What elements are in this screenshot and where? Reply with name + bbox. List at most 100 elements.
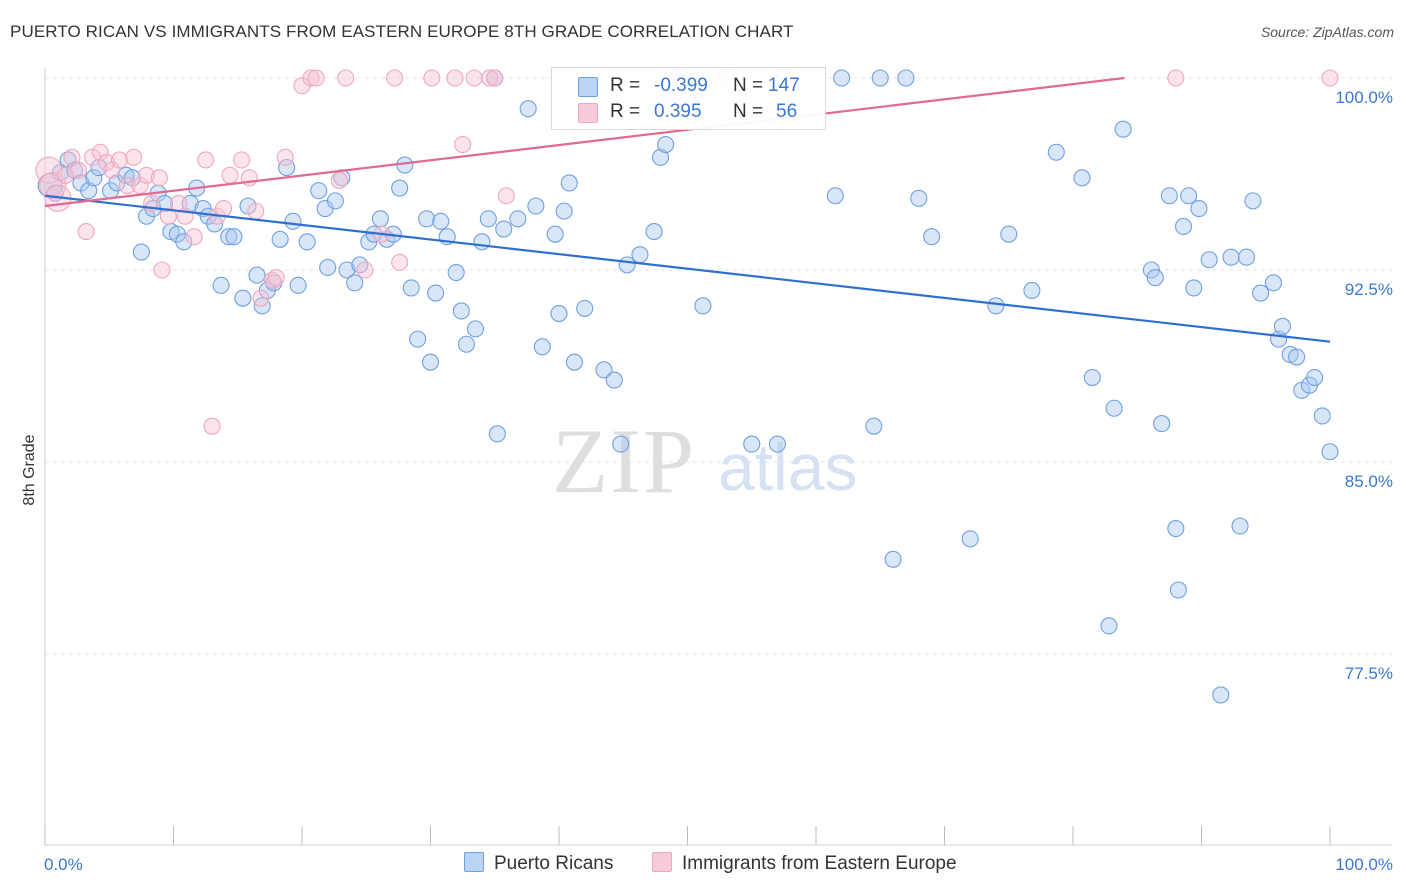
data-point (657, 136, 675, 154)
data-point (743, 435, 761, 453)
legend-r-label: R = (610, 101, 641, 122)
data-point (346, 274, 364, 292)
data-point (1273, 317, 1292, 335)
data-point (203, 417, 221, 435)
legend-r-value: 0.395 (654, 101, 702, 122)
legend-swatch-blue (578, 77, 598, 97)
series-puerto-ricans (37, 69, 1339, 704)
series-eastern-europe (35, 69, 1339, 435)
legend-n-label: N = (733, 75, 764, 96)
data-point (385, 69, 404, 87)
data-point (225, 228, 243, 246)
data-point (1190, 200, 1208, 218)
data-point (85, 169, 103, 187)
data-point (298, 233, 316, 251)
data-point (465, 69, 483, 87)
data-point (479, 210, 497, 228)
data-point (284, 212, 302, 230)
data-point (80, 182, 98, 200)
data-point (423, 69, 441, 87)
data-point (509, 210, 527, 228)
data-point (1237, 248, 1256, 266)
data-point (1212, 686, 1230, 704)
data-point (452, 302, 470, 320)
data-point (1174, 217, 1193, 236)
data-point (215, 200, 233, 218)
data-point (1105, 399, 1123, 417)
data-point (427, 284, 445, 302)
bottom-legend-eastern-europe: Immigrants from Eastern Europe (652, 852, 957, 875)
data-point (618, 256, 636, 274)
data-point (694, 297, 712, 315)
data-point (560, 174, 578, 192)
data-point (533, 338, 551, 356)
data-point (1288, 348, 1306, 366)
data-point (1185, 279, 1203, 297)
data-point (409, 330, 427, 348)
data-point (351, 256, 369, 274)
chart-title: PUERTO RICAN VS IMMIGRANTS FROM EASTERN … (10, 22, 794, 41)
data-point (77, 223, 95, 241)
bottom-swatch-pink (652, 852, 672, 872)
data-point (159, 207, 177, 225)
data-point (326, 192, 344, 210)
data-point (481, 69, 499, 87)
data-point (57, 166, 75, 184)
data-point (248, 266, 266, 284)
data-point (1313, 407, 1331, 425)
data-point (302, 69, 320, 87)
data-point (519, 100, 537, 118)
data-point (110, 151, 129, 169)
y-tick-label: 100.0% (1335, 88, 1393, 107)
data-point (1023, 281, 1041, 300)
data-point (865, 417, 883, 435)
data-point (1321, 443, 1339, 461)
data-point (595, 361, 613, 379)
bottom-legend-puerto-ricans: Puerto Ricans (464, 852, 613, 875)
x-tick-label: 0.0% (44, 855, 83, 874)
data-point (473, 233, 491, 251)
data-point (233, 151, 251, 169)
data-point (961, 530, 979, 548)
data-point (1169, 581, 1187, 599)
watermark-zip: ZIP (552, 410, 696, 512)
data-point (1142, 261, 1160, 279)
data-point (546, 225, 564, 243)
data-point (565, 353, 583, 371)
data-point (271, 230, 289, 248)
data-point (132, 243, 150, 261)
data-point (418, 210, 436, 228)
data-point (1083, 368, 1101, 387)
data-point (454, 136, 472, 154)
data-point (69, 161, 87, 179)
data-point (137, 166, 156, 184)
y-tick-label: 85.0% (1345, 472, 1393, 491)
data-point (421, 353, 440, 371)
data-point (1167, 69, 1185, 87)
data-point (175, 233, 193, 251)
data-point (576, 299, 594, 317)
source-credit: Source: ZipAtlas.com (1260, 24, 1394, 40)
legend-swatch-pink (578, 103, 598, 123)
data-point (247, 202, 265, 220)
data-point (371, 210, 389, 228)
data-point (550, 304, 568, 323)
data-point (150, 169, 168, 187)
data-point (1100, 617, 1118, 635)
data-point (923, 228, 941, 246)
data-point (1200, 251, 1218, 269)
data-point (1306, 368, 1324, 387)
data-point (457, 335, 476, 353)
watermark: ZIP atlas (552, 410, 857, 512)
trend-line-puerto-ricans (44, 194, 1331, 343)
data-point (35, 156, 63, 184)
data-point (391, 253, 409, 271)
data-point (1167, 520, 1185, 538)
legend-n-label: N = (733, 101, 764, 122)
data-point (826, 187, 844, 205)
bottom-legend-label: Immigrants from Eastern Europe (682, 853, 957, 874)
data-point (1047, 143, 1065, 161)
y-axis-label: 8th Grade (21, 434, 38, 505)
x-tick-label: 100.0% (1335, 855, 1393, 874)
